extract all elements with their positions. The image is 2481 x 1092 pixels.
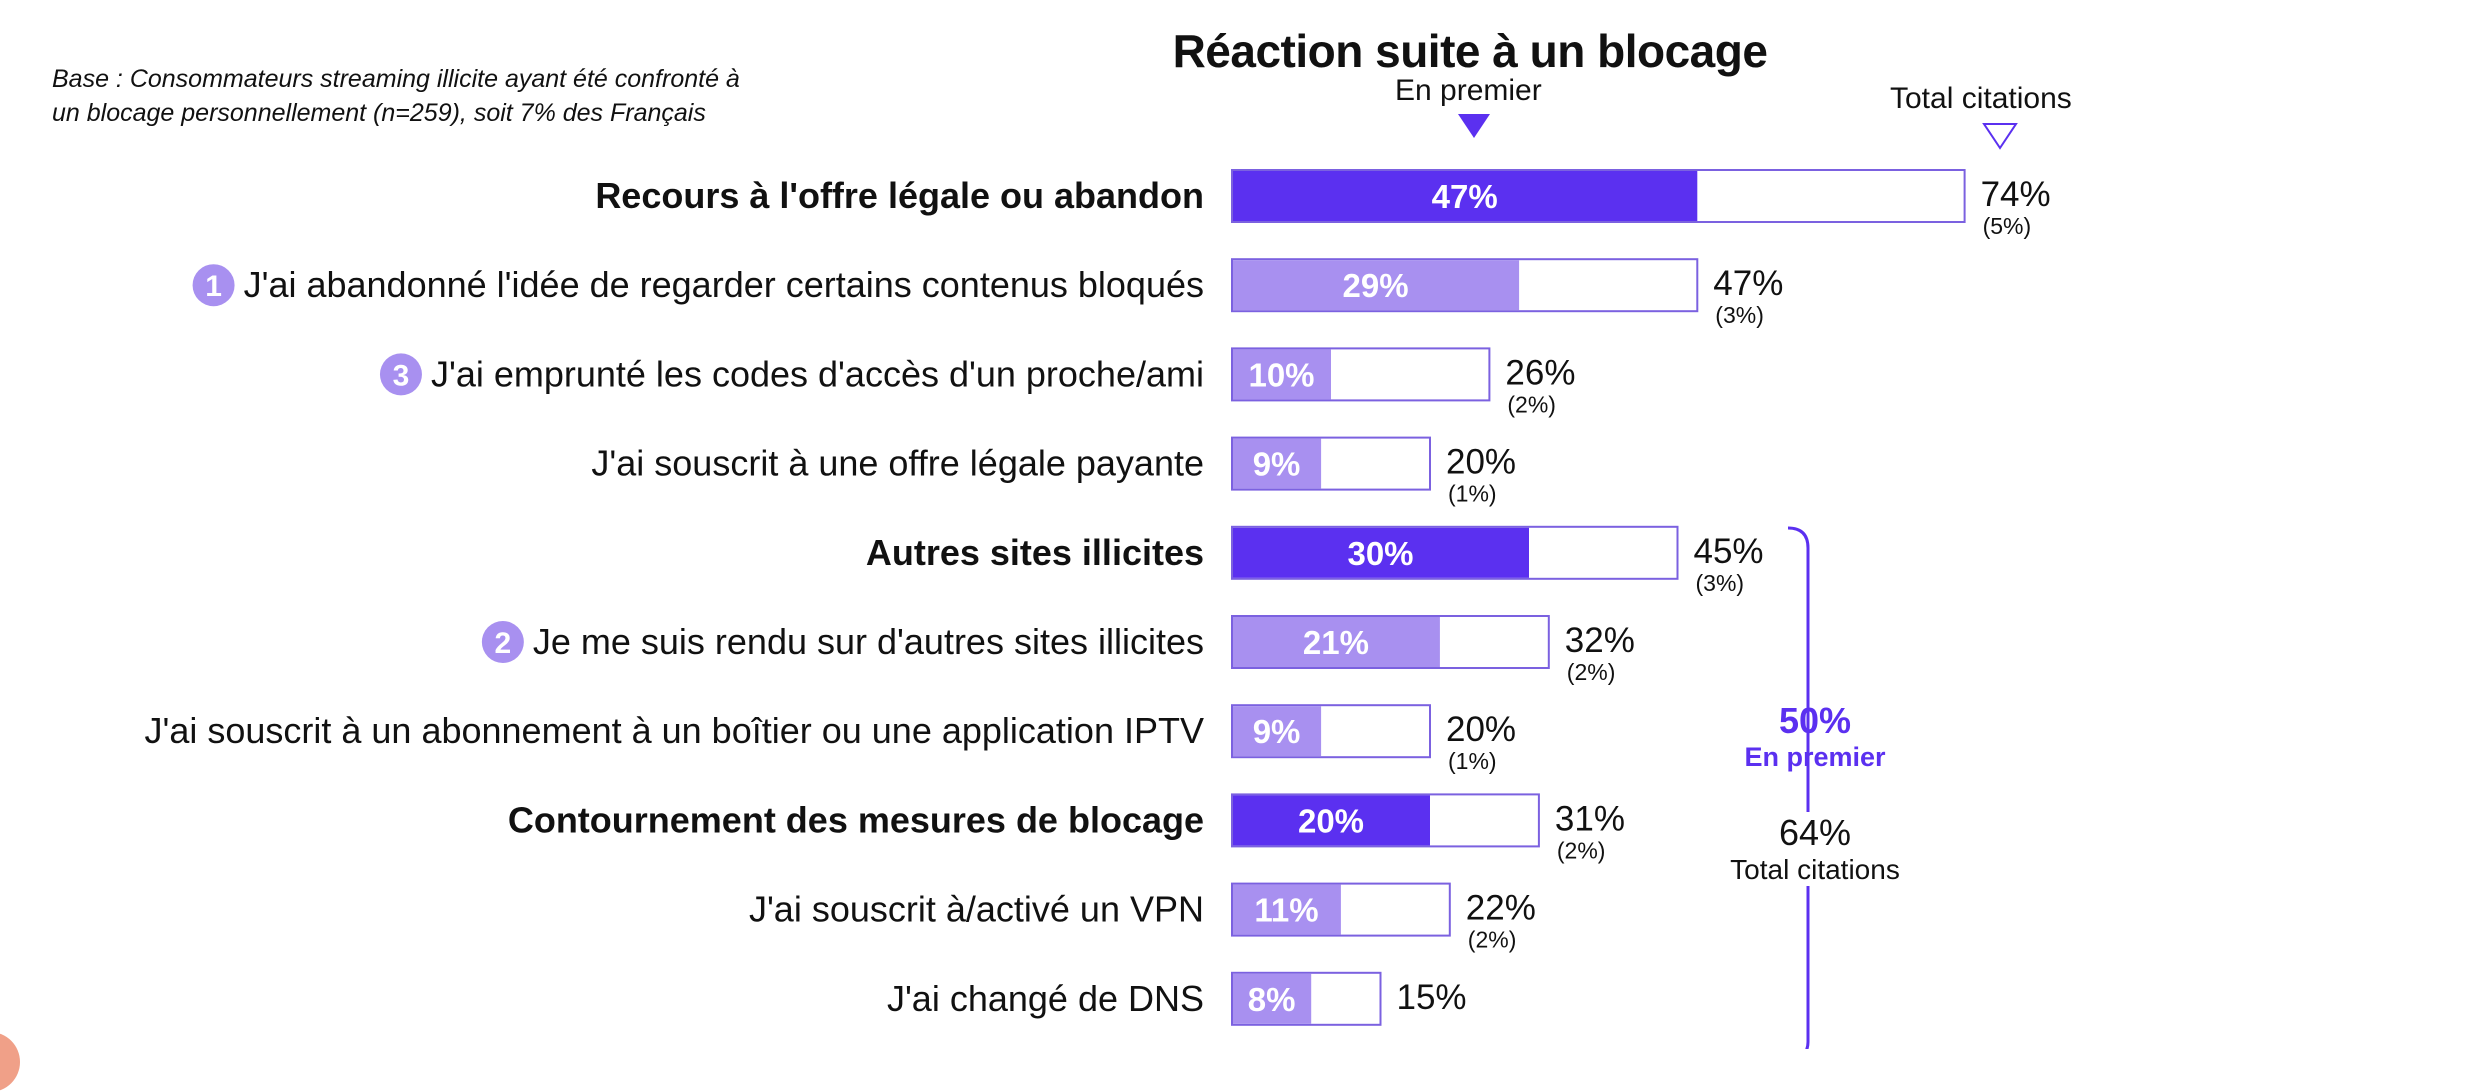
category-label-0: Recours à l'offre légale ou abandon	[595, 175, 1204, 216]
chart-title: Réaction suite à un blocage	[1172, 25, 1768, 77]
total-value-label-1: 47%	[1713, 264, 1783, 303]
sub-value-label-4: (3%)	[1696, 570, 1745, 596]
sub-value-label-8: (2%)	[1468, 927, 1517, 953]
first-value-label-5: 21%	[1303, 624, 1369, 661]
bracket-total-label: Total citations	[1730, 854, 1900, 885]
first-bar-6	[1233, 706, 1322, 757]
bar-chart: Recours à l'offre légale ou abandon 47% 74…	[144, 114, 2051, 1049]
item-label-2: J'ai emprunté les codes d'accès d'un pro…	[431, 353, 1204, 394]
base-note-line-1: Base : Consommateurs streaming illicite …	[52, 65, 740, 93]
first-bar-0	[1233, 171, 1698, 221]
first-value-label-3: 9%	[1253, 446, 1301, 483]
first-bar-8	[1233, 884, 1341, 935]
legend-total-label: Total citations	[1890, 82, 2072, 115]
bracket-total-value: 64%	[1778, 812, 1852, 853]
legend-first-marker-icon	[1458, 114, 1490, 138]
legend-first-label: En premier	[1395, 74, 1542, 107]
sub-value-label-5: (2%)	[1567, 659, 1616, 685]
total-value-label-5: 32%	[1565, 621, 1635, 660]
item-label-9: J'ai changé de DNS	[887, 978, 1204, 1019]
category-label-4: Autres sites illicites	[866, 532, 1204, 573]
first-bar-5	[1233, 617, 1440, 667]
first-value-label-0: 47%	[1432, 178, 1498, 215]
bracket-first-block: 50% En premier	[1690, 700, 1940, 773]
total-value-label-9: 15%	[1397, 978, 1467, 1017]
first-value-label-8: 11%	[1254, 892, 1318, 929]
rank-badge-number-5: 2	[495, 627, 512, 660]
sub-value-label-7: (2%)	[1557, 837, 1606, 863]
first-value-label-4: 30%	[1347, 535, 1413, 572]
first-value-label-1: 29%	[1343, 267, 1409, 304]
item-label-6: J'ai souscrit à un abonnement à un boîti…	[144, 710, 1204, 751]
first-value-label-6: 9%	[1253, 713, 1301, 750]
base-note-line-2: un blocage personnellement (n=259), soit…	[52, 99, 706, 127]
first-bar-3	[1233, 438, 1322, 489]
sub-value-label-3: (1%)	[1448, 481, 1497, 507]
rank-badge-5	[481, 621, 524, 663]
total-value-label-0: 74%	[1981, 175, 2051, 214]
rank-badge-number-2: 3	[393, 359, 410, 392]
first-bar-2	[1233, 349, 1331, 400]
total-value-label-8: 22%	[1466, 889, 1536, 928]
total-value-label-2: 26%	[1505, 353, 1575, 392]
first-value-label-7: 20%	[1298, 802, 1364, 839]
total-value-label-6: 20%	[1446, 710, 1516, 749]
bracket-total-block: 64% Total citations	[1690, 812, 1940, 886]
category-label-7: Contournement des mesures de blocage	[508, 799, 1204, 840]
first-bar-7	[1233, 795, 1430, 846]
sub-value-label-6: (1%)	[1448, 748, 1497, 774]
rank-badge-2	[379, 353, 422, 396]
bracket-first-label: En premier	[1744, 742, 1886, 772]
item-label-1: J'ai abandonné l'idée de regarder certai…	[244, 264, 1204, 305]
rank-badge-1	[192, 264, 235, 307]
total-value-label-4: 45%	[1694, 532, 1764, 571]
total-value-label-3: 20%	[1446, 443, 1516, 482]
item-label-5: Je me suis rendu sur d'autres sites illi…	[533, 621, 1204, 662]
first-value-label-2: 10%	[1248, 356, 1314, 393]
sub-value-label-2: (2%)	[1507, 391, 1556, 417]
first-value-label-9: 8%	[1248, 981, 1296, 1018]
item-label-8: J'ai souscrit à/activé un VPN	[749, 889, 1204, 930]
bracket-first-value: 50%	[1778, 700, 1852, 741]
total-value-label-7: 31%	[1555, 799, 1625, 838]
sub-value-label-1: (3%)	[1715, 302, 1764, 328]
first-bar-9	[1233, 973, 1312, 1024]
first-bar-1	[1233, 260, 1520, 311]
first-bar-4	[1233, 527, 1529, 578]
group-bracket	[1787, 526, 1810, 1049]
item-label-3: J'ai souscrit à une offre légale payante	[591, 443, 1204, 484]
base-note: Base : Consommateurs streaming illicite …	[52, 62, 952, 130]
legend-total-marker-icon	[1982, 123, 2018, 150]
sub-value-label-0: (5%)	[1983, 213, 2032, 239]
rank-badge-number-1: 1	[205, 270, 222, 303]
